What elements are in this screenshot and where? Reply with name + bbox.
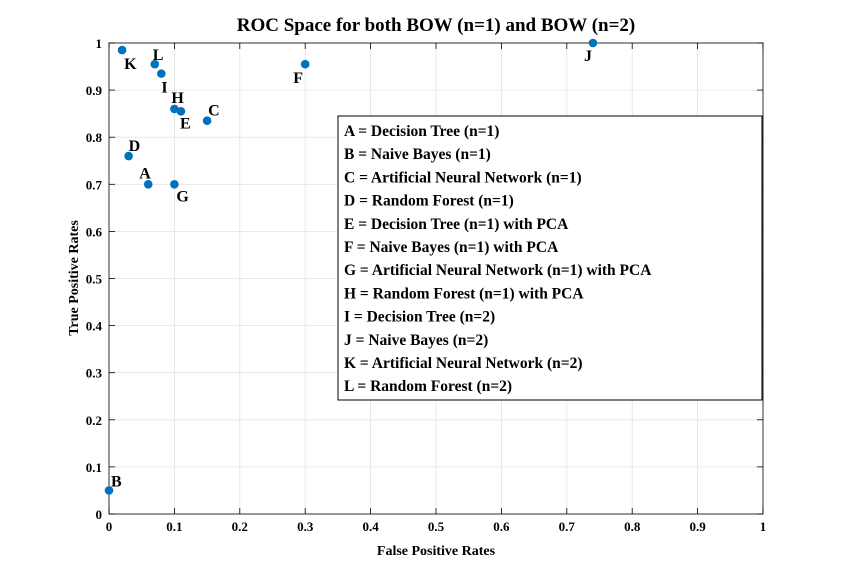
legend-entry: C = Artificial Neural Network (n=1): [344, 169, 582, 186]
point-label-e: E: [180, 115, 191, 132]
data-point-i: [157, 69, 166, 78]
point-label-c: C: [208, 103, 220, 120]
point-label-k: K: [124, 56, 137, 73]
y-tick-label: 0.6: [86, 224, 103, 239]
legend-entry: F = Naive Bayes (n=1) with PCA: [344, 239, 559, 256]
x-tick-label: 0.6: [493, 519, 510, 534]
point-label-d: D: [129, 138, 141, 155]
x-tick-label: 0.2: [232, 519, 248, 534]
data-point-d: [124, 151, 133, 161]
y-tick-label: 0.8: [86, 130, 103, 145]
data-points: A B C D E F G HI J KL: [104, 38, 598, 495]
chart-title: ROC Space for both BOW (n=1) and BOW (n=…: [237, 15, 636, 36]
y-tick-label: 0.2: [86, 413, 102, 428]
x-tick-label: 0.9: [689, 519, 706, 534]
y-tick-label: 0.5: [86, 272, 103, 287]
x-tick-label: 0.8: [624, 519, 641, 534]
data-point-c: [202, 116, 212, 126]
x-tick-label: 0.3: [297, 519, 314, 534]
legend-entry: A = Decision Tree (n=1): [344, 123, 499, 140]
legend-entry: J = Naive Bayes (n=2): [344, 332, 488, 349]
legend-entry: B = Naive Bayes (n=1): [344, 146, 491, 163]
x-tick-label: 0.7: [559, 519, 576, 534]
legend-entry: D = Random Forest (n=1): [344, 193, 514, 210]
legend-entry: L = Random Forest (n=2): [344, 378, 512, 395]
x-axis-label: False Positive Rates: [377, 544, 496, 559]
legend-box: [337, 115, 763, 401]
data-point-k: [117, 45, 127, 55]
axis-ticks: 0 0.1 0.2 0.3 0.4 0.5 0.6 0.7 0.8 0.9 1 0 0.1 0.2 0.3 0…: [86, 36, 767, 534]
y-tick-label: 1: [96, 36, 103, 51]
legend-entry: E = Decision Tree (n=1) with PCA: [344, 216, 569, 233]
point-label-a: A: [139, 165, 151, 182]
point-label-h: H: [171, 90, 184, 107]
point-label-j: J: [584, 48, 592, 65]
x-tick-label: 0.4: [362, 519, 379, 534]
point-label-b: B: [111, 473, 122, 490]
data-point-b: [104, 486, 114, 495]
y-tick-label: 0.4: [86, 319, 103, 334]
data-point-g: [170, 180, 179, 189]
legend-entry: G = Artificial Neural Network (n=1) with…: [344, 262, 652, 279]
x-tick-label: 0.1: [166, 519, 182, 534]
point-label-f: F: [293, 70, 303, 87]
y-tick-label: 0.1: [86, 460, 102, 475]
legend-entry: K = Artificial Neural Network (n=2): [344, 355, 583, 372]
legend-entry: H = Random Forest (n=1) with PCA: [344, 285, 584, 302]
x-tick-label: 0: [106, 519, 113, 534]
data-point-e: [176, 106, 186, 116]
data-point-l: [150, 59, 160, 69]
point-label-g: G: [176, 188, 189, 205]
y-tick-label: 0.7: [86, 177, 103, 192]
y-tick-label: 0: [96, 507, 103, 522]
point-label-l: L: [153, 47, 164, 64]
legend-entry: I = Decision Tree (n=2): [344, 309, 495, 326]
legend: A = Decision Tree (n=1) B = Naive Bayes (…: [337, 115, 763, 401]
y-tick-label: 0.9: [86, 83, 103, 98]
x-tick-label: 0.5: [428, 519, 445, 534]
y-tick-label: 0.3: [86, 366, 103, 381]
data-point-a: [143, 180, 153, 189]
point-label-i: I: [161, 80, 167, 97]
y-axis-label: True Positive Rates: [67, 220, 82, 336]
data-point-h: [170, 104, 179, 114]
data-point-j: [588, 38, 598, 48]
x-tick-label: 1: [760, 519, 767, 534]
data-point-f: [300, 59, 310, 69]
